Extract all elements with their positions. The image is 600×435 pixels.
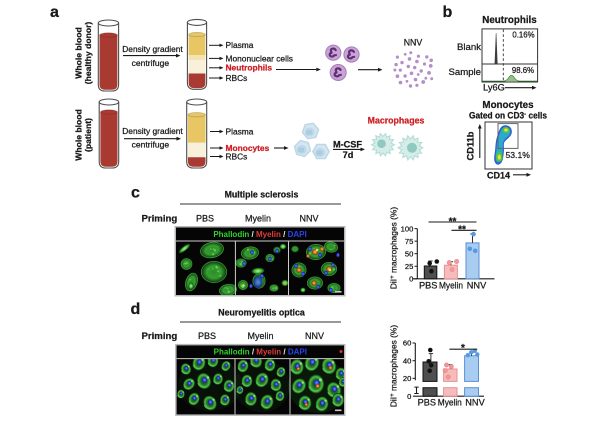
svg-text:PBS: PBS [419, 280, 437, 290]
svg-text:(healthy donor): (healthy donor) [83, 22, 93, 85]
svg-text:0.16%: 0.16% [512, 30, 534, 39]
svg-text:PBS: PBS [418, 397, 436, 407]
svg-text:0: 0 [409, 275, 413, 284]
svg-text:Multiple sclerosis: Multiple sclerosis [225, 189, 299, 199]
svg-text:NNV: NNV [467, 280, 487, 290]
svg-text:75: 75 [405, 237, 413, 246]
svg-text:**: ** [458, 225, 466, 236]
svg-text:100: 100 [401, 224, 414, 233]
svg-text:Sample: Sample [448, 67, 481, 78]
svg-text:a: a [50, 4, 59, 21]
svg-text:60: 60 [403, 339, 411, 348]
svg-text:Monocytes: Monocytes [482, 100, 534, 111]
svg-text:d: d [131, 301, 141, 318]
svg-text:25: 25 [405, 262, 413, 271]
svg-text:NNV: NNV [299, 213, 318, 223]
svg-text:Blank: Blank [457, 42, 481, 53]
svg-text:Plasma: Plasma [226, 126, 254, 136]
svg-text:NNV: NNV [404, 38, 423, 48]
svg-text:Density gradient: Density gradient [122, 44, 183, 54]
svg-text:M-CSF: M-CSF [333, 139, 362, 149]
svg-text:50: 50 [405, 249, 413, 258]
svg-text:centrifuge: centrifuge [132, 58, 170, 68]
svg-text:RBCs: RBCs [226, 151, 248, 161]
svg-text:PBS: PBS [198, 331, 216, 341]
svg-text:Neuromyelitis optica: Neuromyelitis optica [218, 308, 305, 318]
svg-text:centrifuge: centrifuge [132, 139, 170, 149]
svg-text:Ly6G: Ly6G [483, 83, 505, 93]
svg-text:Myelin: Myelin [247, 331, 273, 341]
svg-text:Density gradient: Density gradient [122, 126, 183, 136]
svg-text:Gated on CD3- cells: Gated on CD3- cells [469, 110, 547, 120]
svg-text:20: 20 [403, 374, 411, 383]
svg-text:PBS: PBS [196, 213, 214, 223]
svg-text:*: * [461, 343, 465, 354]
svg-text:Plasma: Plasma [226, 40, 254, 50]
svg-text:b: b [443, 4, 453, 21]
svg-text:CD14: CD14 [487, 170, 510, 180]
svg-text:Phallodin / Myelin / DAPI: Phallodin / Myelin / DAPI [214, 347, 307, 356]
svg-text:Priming: Priming [142, 331, 178, 342]
svg-text:40: 40 [403, 356, 411, 365]
svg-text:(patient): (patient) [83, 118, 93, 152]
svg-text:NNV: NNV [465, 397, 485, 407]
svg-text:53.1%: 53.1% [506, 150, 531, 160]
svg-text:7d: 7d [343, 150, 354, 160]
svg-text:Priming: Priming [142, 213, 178, 224]
svg-text:98.6%: 98.6% [512, 66, 534, 75]
svg-text:CD11b: CD11b [466, 131, 476, 160]
svg-text:Neutrophils: Neutrophils [482, 15, 537, 26]
svg-text:Neutrophils: Neutrophils [226, 63, 273, 73]
svg-text:0: 0 [407, 392, 411, 401]
svg-text:Monocytes: Monocytes [226, 143, 270, 153]
svg-text:**: ** [449, 216, 457, 227]
svg-text:DiI+ macrophages (%): DiI+ macrophages (%) [389, 325, 399, 408]
svg-text:DiI+ macrophages (%): DiI+ macrophages (%) [389, 207, 399, 290]
svg-text:Mononuclear cells: Mononuclear cells [226, 53, 294, 63]
svg-text:RBCs: RBCs [226, 73, 248, 83]
svg-text:NNV: NNV [305, 331, 324, 341]
svg-text:Myelin: Myelin [438, 397, 462, 407]
svg-text:c: c [131, 185, 140, 202]
svg-text:Myelin: Myelin [245, 213, 271, 223]
svg-text:Myelin: Myelin [439, 280, 463, 290]
svg-text:Whole blood: Whole blood [74, 27, 84, 79]
svg-text:Macrophages: Macrophages [368, 116, 425, 126]
svg-text:Phallodin / Myelin / DAPI: Phallodin / Myelin / DAPI [213, 230, 306, 239]
svg-text:Whole blood: Whole blood [74, 109, 84, 161]
